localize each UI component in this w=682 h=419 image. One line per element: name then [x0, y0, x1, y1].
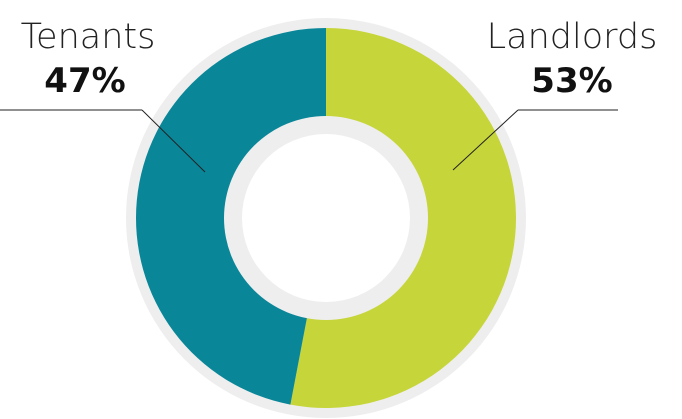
leader-line-tenants-diagonal	[141, 109, 206, 173]
slice-value-landlords: 53%	[531, 61, 612, 101]
leader-line-landlords-diagonal	[452, 109, 519, 171]
slice-label-landlords: Landlords	[487, 17, 658, 57]
slice-label-tenants: Tenants	[21, 17, 156, 57]
donut-hole	[242, 134, 410, 302]
slice-value-tenants: 47%	[44, 61, 125, 101]
